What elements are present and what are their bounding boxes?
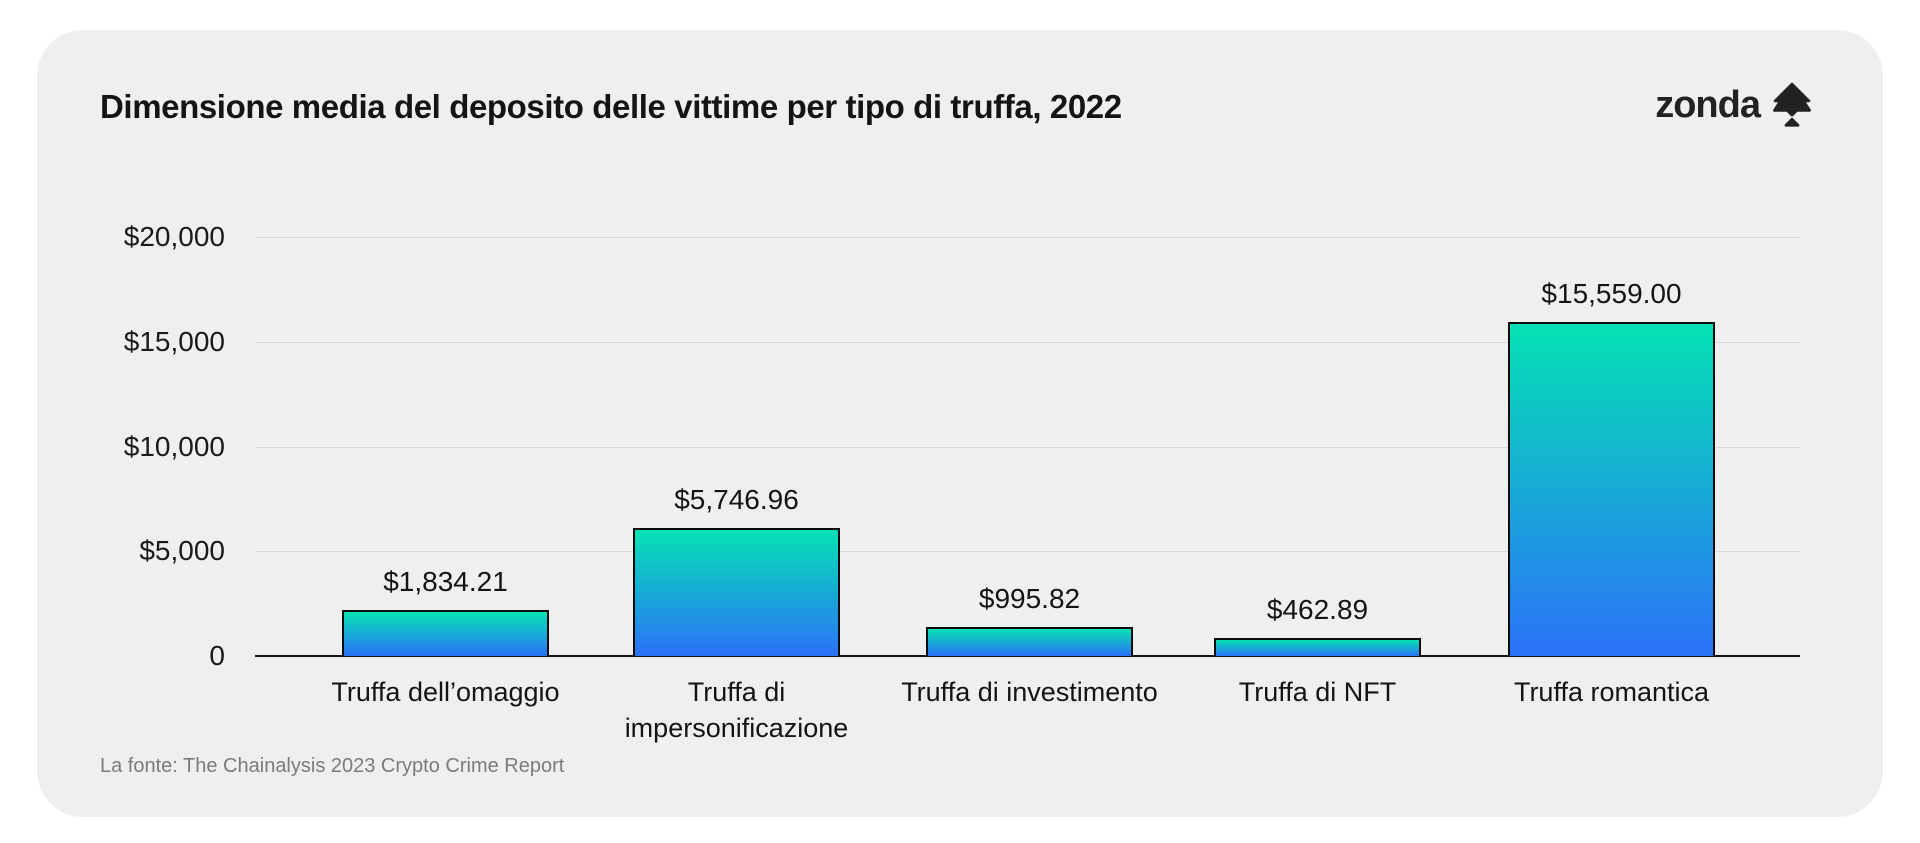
zonda-logo-text: zonda [1655, 84, 1761, 126]
zonda-spade-arrow-icon [1773, 82, 1811, 127]
bar-category-label: Truffa di NFT [1238, 677, 1397, 707]
bar [1214, 638, 1421, 656]
gridline [255, 341, 1800, 343]
bar-category-label: Truffa di impersonificazione [624, 677, 849, 743]
y-axis-tick-label: $10,000 [123, 430, 225, 462]
source-note: La fonte: The Chainalysis 2023 Crypto Cr… [100, 755, 565, 777]
zonda-logo: zonda [1655, 82, 1815, 128]
y-axis-tick-label: $5,000 [139, 535, 225, 567]
bar-value-label: $5,746.96 [674, 484, 799, 515]
bar-category-label: Truffa dell’omaggio [331, 677, 560, 707]
bar [1508, 322, 1715, 656]
bar [926, 627, 1133, 656]
bar-value-label: $995.82 [978, 583, 1081, 614]
bar-value-label: $1,834.21 [383, 566, 508, 597]
y-axis-tick-label: $20,000 [123, 221, 225, 252]
chart-card: Dimensione media del deposito delle vitt… [37, 30, 1883, 817]
gridline [255, 237, 1800, 238]
y-axis-tick-label: 0 [209, 640, 225, 671]
plot-area: $20,000 $15,000 $10,000 $5,000 0 $1,834.21 Tru… [124, 221, 1800, 743]
gridline [255, 551, 1800, 553]
chart-title: Dimensione media del deposito delle vitt… [100, 88, 1122, 125]
bar-category-label: Truffa romantica [1513, 677, 1710, 707]
bar-category-label: Truffa di investimento [901, 677, 1158, 707]
y-axis-tick-label: $15,000 [123, 325, 225, 357]
bar-value-label: $462.89 [1266, 594, 1369, 625]
bar-value-label: $15,559.00 [1541, 278, 1682, 309]
gridline [255, 446, 1800, 448]
bar [633, 528, 840, 656]
x-axis-line [255, 655, 1800, 657]
bar [342, 610, 549, 656]
